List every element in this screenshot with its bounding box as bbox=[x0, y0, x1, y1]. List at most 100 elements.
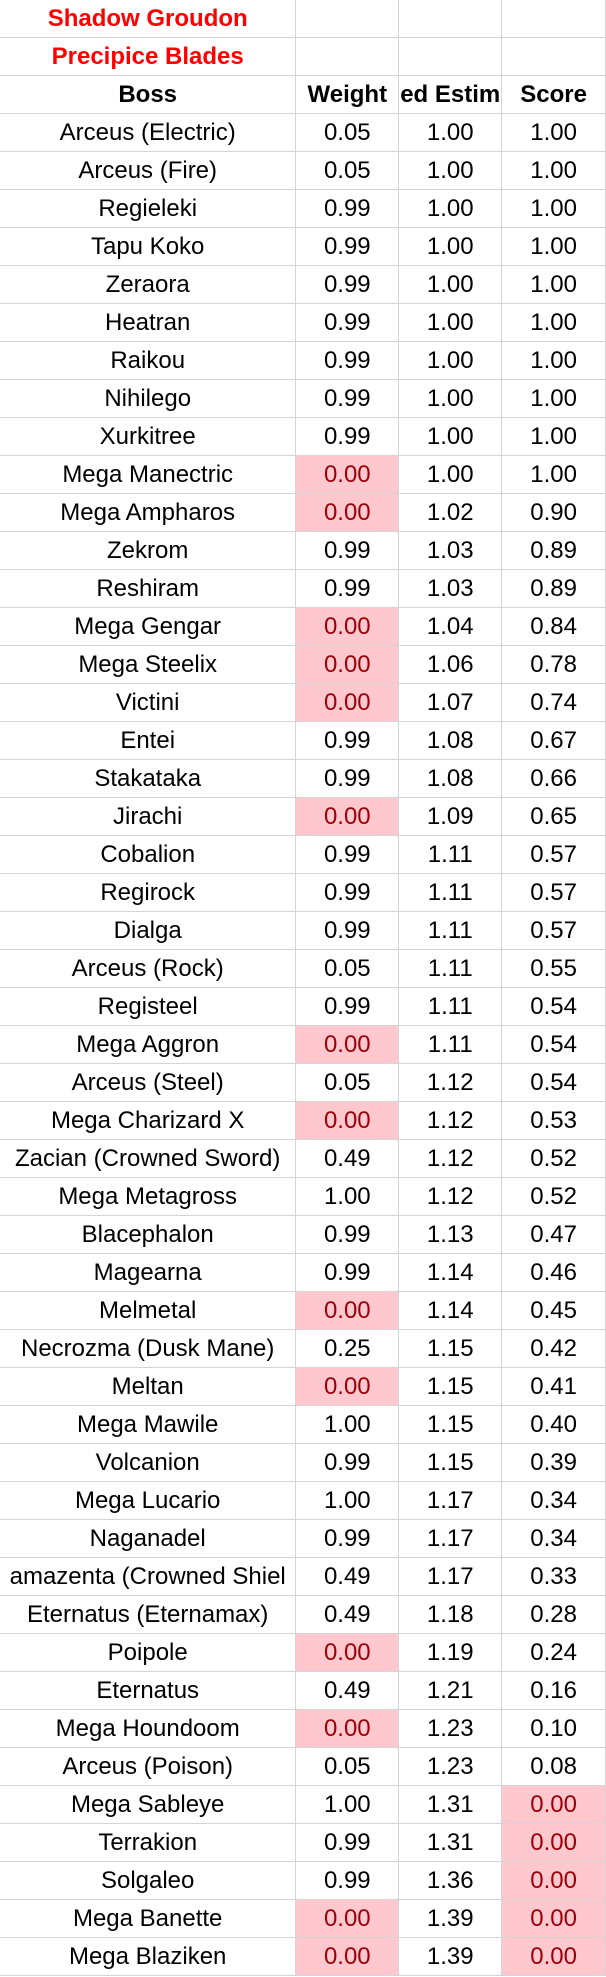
score-cell[interactable]: 0.47 bbox=[501, 1215, 606, 1254]
boss-cell[interactable]: Regirock bbox=[0, 873, 297, 912]
estimator-cell[interactable]: 1.39 bbox=[398, 1899, 503, 1938]
score-cell[interactable]: 0.00 bbox=[501, 1899, 606, 1938]
weight-cell[interactable]: 0.99 bbox=[295, 341, 400, 380]
estimator-cell[interactable]: 1.12 bbox=[398, 1177, 503, 1216]
boss-cell[interactable]: amazenta (Crowned Shiel bbox=[0, 1557, 297, 1596]
empty-cell[interactable] bbox=[295, 37, 400, 76]
weight-cell[interactable]: 0.25 bbox=[295, 1329, 400, 1368]
header-estimator[interactable]: ed Estim bbox=[398, 75, 503, 114]
score-cell[interactable]: 0.54 bbox=[501, 987, 606, 1026]
boss-cell[interactable]: Eternatus (Eternamax) bbox=[0, 1595, 297, 1634]
estimator-cell[interactable]: 1.03 bbox=[398, 531, 503, 570]
weight-cell[interactable]: 0.00 bbox=[295, 493, 400, 532]
weight-cell[interactable]: 0.00 bbox=[295, 1899, 400, 1938]
empty-cell[interactable] bbox=[501, 37, 606, 76]
boss-cell[interactable]: Arceus (Electric) bbox=[0, 113, 297, 152]
boss-cell[interactable]: Dialga bbox=[0, 911, 297, 950]
boss-cell[interactable]: Zacian (Crowned Sword) bbox=[0, 1139, 297, 1178]
estimator-cell[interactable]: 1.11 bbox=[398, 873, 503, 912]
weight-cell[interactable]: 0.99 bbox=[295, 227, 400, 266]
weight-cell[interactable]: 1.00 bbox=[295, 1785, 400, 1824]
score-cell[interactable]: 0.00 bbox=[501, 1823, 606, 1862]
score-cell[interactable]: 0.57 bbox=[501, 911, 606, 950]
boss-cell[interactable]: Raikou bbox=[0, 341, 297, 380]
header-boss[interactable]: Boss bbox=[0, 75, 297, 114]
weight-cell[interactable]: 0.00 bbox=[295, 607, 400, 646]
weight-cell[interactable]: 0.49 bbox=[295, 1595, 400, 1634]
estimator-cell[interactable]: 1.18 bbox=[398, 1595, 503, 1634]
weight-cell[interactable]: 0.00 bbox=[295, 1709, 400, 1748]
weight-cell[interactable]: 0.00 bbox=[295, 645, 400, 684]
weight-cell[interactable]: 0.99 bbox=[295, 987, 400, 1026]
score-cell[interactable]: 0.00 bbox=[501, 1937, 606, 1976]
boss-cell[interactable]: Jirachi bbox=[0, 797, 297, 836]
estimator-cell[interactable]: 1.11 bbox=[398, 987, 503, 1026]
weight-cell[interactable]: 0.00 bbox=[295, 1025, 400, 1064]
estimator-cell[interactable]: 1.00 bbox=[398, 265, 503, 304]
weight-cell[interactable]: 0.05 bbox=[295, 1063, 400, 1102]
boss-cell[interactable]: Naganadel bbox=[0, 1519, 297, 1558]
weight-cell[interactable]: 0.00 bbox=[295, 1101, 400, 1140]
boss-cell[interactable]: Meltan bbox=[0, 1367, 297, 1406]
estimator-cell[interactable]: 1.17 bbox=[398, 1557, 503, 1596]
boss-cell[interactable]: Heatran bbox=[0, 303, 297, 342]
boss-cell[interactable]: Mega Ampharos bbox=[0, 493, 297, 532]
estimator-cell[interactable]: 1.15 bbox=[398, 1329, 503, 1368]
score-cell[interactable]: 0.84 bbox=[501, 607, 606, 646]
score-cell[interactable]: 0.67 bbox=[501, 721, 606, 760]
estimator-cell[interactable]: 1.00 bbox=[398, 151, 503, 190]
boss-cell[interactable]: Arceus (Poison) bbox=[0, 1747, 297, 1786]
weight-cell[interactable]: 0.05 bbox=[295, 1747, 400, 1786]
boss-cell[interactable]: Volcanion bbox=[0, 1443, 297, 1482]
weight-cell[interactable]: 0.49 bbox=[295, 1671, 400, 1710]
score-cell[interactable]: 0.66 bbox=[501, 759, 606, 798]
score-cell[interactable]: 0.42 bbox=[501, 1329, 606, 1368]
estimator-cell[interactable]: 1.00 bbox=[398, 417, 503, 456]
weight-cell[interactable]: 0.99 bbox=[295, 265, 400, 304]
score-cell[interactable]: 0.34 bbox=[501, 1519, 606, 1558]
boss-cell[interactable]: Victini bbox=[0, 683, 297, 722]
boss-cell[interactable]: Mega Banette bbox=[0, 1899, 297, 1938]
estimator-cell[interactable]: 1.17 bbox=[398, 1519, 503, 1558]
score-cell[interactable]: 0.74 bbox=[501, 683, 606, 722]
weight-cell[interactable]: 0.49 bbox=[295, 1557, 400, 1596]
estimator-cell[interactable]: 1.19 bbox=[398, 1633, 503, 1672]
estimator-cell[interactable]: 1.00 bbox=[398, 341, 503, 380]
estimator-cell[interactable]: 1.36 bbox=[398, 1861, 503, 1900]
estimator-cell[interactable]: 1.11 bbox=[398, 949, 503, 988]
estimator-cell[interactable]: 1.02 bbox=[398, 493, 503, 532]
score-cell[interactable]: 1.00 bbox=[501, 455, 606, 494]
score-cell[interactable]: 0.57 bbox=[501, 835, 606, 874]
score-cell[interactable]: 0.54 bbox=[501, 1063, 606, 1102]
weight-cell[interactable]: 0.00 bbox=[295, 1633, 400, 1672]
weight-cell[interactable]: 0.99 bbox=[295, 911, 400, 950]
estimator-cell[interactable]: 1.14 bbox=[398, 1253, 503, 1292]
estimator-cell[interactable]: 1.00 bbox=[398, 189, 503, 228]
title-cell-line1[interactable]: Shadow Groudon bbox=[0, 0, 297, 38]
score-cell[interactable]: 0.40 bbox=[501, 1405, 606, 1444]
weight-cell[interactable]: 0.99 bbox=[295, 1519, 400, 1558]
estimator-cell[interactable]: 1.00 bbox=[398, 227, 503, 266]
title-cell-line2[interactable]: Precipice Blades bbox=[0, 37, 297, 76]
weight-cell[interactable]: 0.99 bbox=[295, 1823, 400, 1862]
estimator-cell[interactable]: 1.08 bbox=[398, 759, 503, 798]
boss-cell[interactable]: Mega Gengar bbox=[0, 607, 297, 646]
score-cell[interactable]: 0.89 bbox=[501, 531, 606, 570]
estimator-cell[interactable]: 1.04 bbox=[398, 607, 503, 646]
empty-cell[interactable] bbox=[295, 0, 400, 38]
score-cell[interactable]: 0.52 bbox=[501, 1177, 606, 1216]
boss-cell[interactable]: Entei bbox=[0, 721, 297, 760]
score-cell[interactable]: 1.00 bbox=[501, 379, 606, 418]
estimator-cell[interactable]: 1.14 bbox=[398, 1291, 503, 1330]
score-cell[interactable]: 0.00 bbox=[501, 1785, 606, 1824]
score-cell[interactable]: 1.00 bbox=[501, 151, 606, 190]
weight-cell[interactable]: 0.00 bbox=[295, 1367, 400, 1406]
score-cell[interactable]: 1.00 bbox=[501, 265, 606, 304]
boss-cell[interactable]: Blacephalon bbox=[0, 1215, 297, 1254]
score-cell[interactable]: 0.41 bbox=[501, 1367, 606, 1406]
boss-cell[interactable]: Mega Metagross bbox=[0, 1177, 297, 1216]
weight-cell[interactable]: 0.05 bbox=[295, 949, 400, 988]
boss-cell[interactable]: Mega Houndoom bbox=[0, 1709, 297, 1748]
empty-cell[interactable] bbox=[398, 0, 503, 38]
weight-cell[interactable]: 1.00 bbox=[295, 1405, 400, 1444]
